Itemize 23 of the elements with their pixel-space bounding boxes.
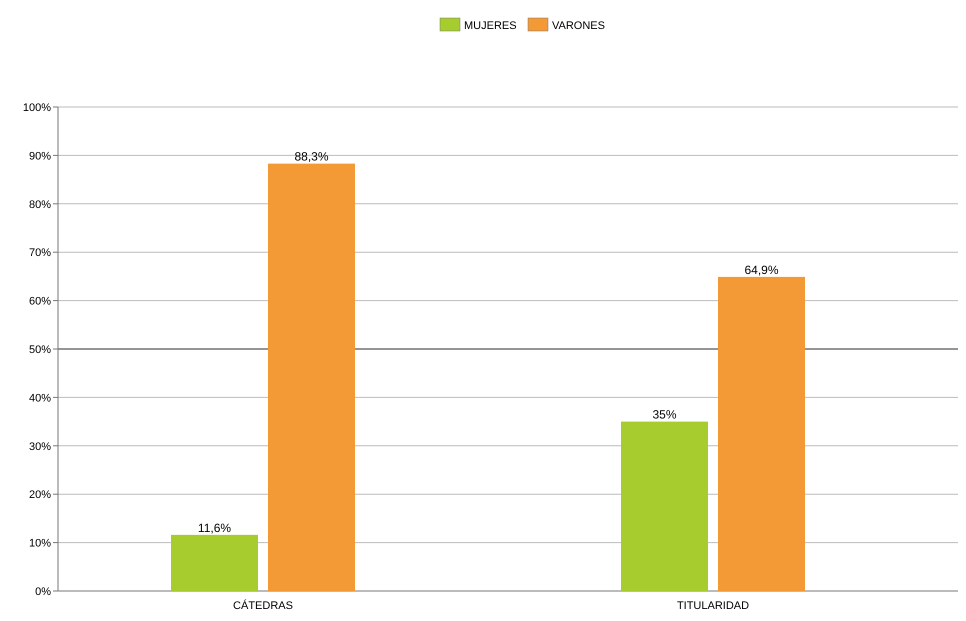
y-tick-label: 50% — [28, 344, 52, 356]
y-tick-label: 30% — [28, 440, 52, 453]
data-label: 88,3% — [294, 150, 329, 164]
y-tick-label: 60% — [28, 296, 52, 308]
y-tick-label: 10% — [28, 538, 52, 550]
bar — [268, 164, 355, 591]
legend-label: VARONES — [552, 20, 605, 32]
x-tick-label: TITULARIDAD — [676, 600, 750, 612]
bar — [718, 276, 805, 591]
y-tick-label: 40% — [28, 392, 52, 404]
bar — [621, 422, 708, 591]
x-tick-label: CÁTEDRAS — [233, 599, 293, 612]
y-tick-label: 20% — [28, 489, 52, 502]
y-tick-label: 80% — [28, 198, 52, 211]
data-label: 64,9% — [744, 262, 779, 277]
bar — [171, 534, 258, 591]
legend-label: MUJERES — [464, 20, 517, 32]
y-tick-label: 0% — [35, 586, 52, 598]
data-label: 11,6% — [198, 520, 232, 535]
y-tick-label: 90% — [28, 150, 52, 162]
y-tick-label: 70% — [28, 247, 52, 260]
y-tick-label: 100% — [22, 102, 52, 114]
data-label: 35% — [652, 408, 677, 422]
